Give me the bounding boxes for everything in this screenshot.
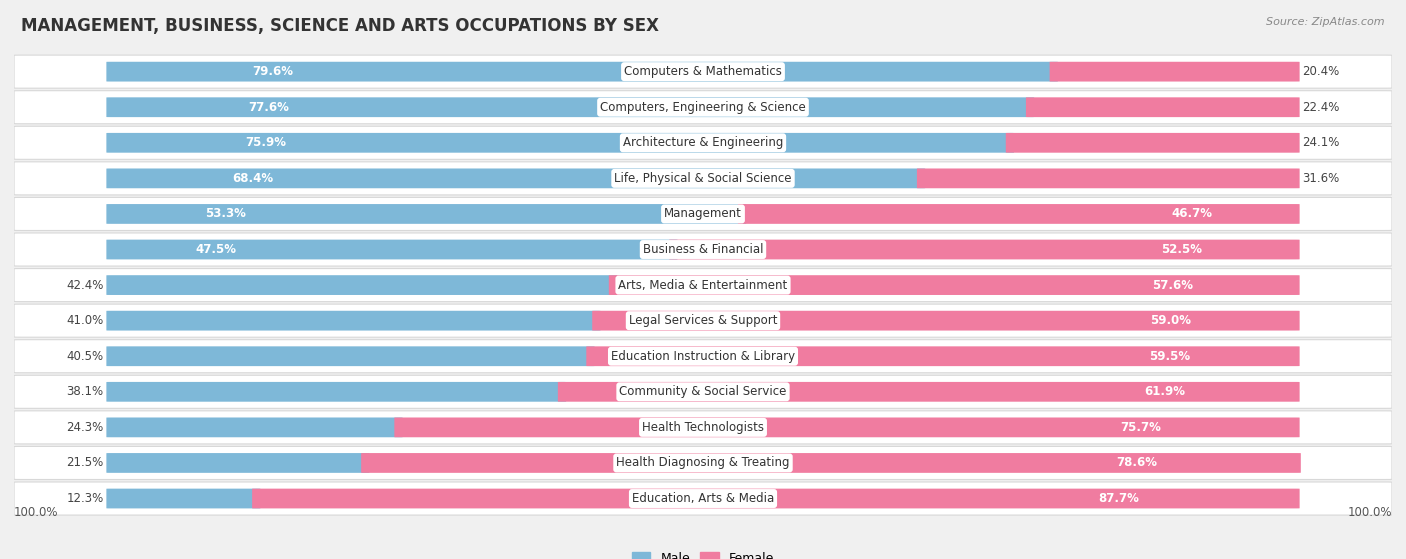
Text: 77.6%: 77.6% <box>249 101 290 113</box>
FancyBboxPatch shape <box>107 311 600 330</box>
Text: 42.4%: 42.4% <box>66 278 104 292</box>
Text: 87.7%: 87.7% <box>1098 492 1140 505</box>
Text: Health Technologists: Health Technologists <box>643 421 763 434</box>
FancyBboxPatch shape <box>14 126 1392 159</box>
Text: Education Instruction & Library: Education Instruction & Library <box>612 350 794 363</box>
Text: 78.6%: 78.6% <box>1116 457 1157 470</box>
FancyBboxPatch shape <box>107 97 1035 117</box>
Text: Business & Financial: Business & Financial <box>643 243 763 256</box>
Text: 75.7%: 75.7% <box>1121 421 1161 434</box>
FancyBboxPatch shape <box>107 275 617 295</box>
FancyBboxPatch shape <box>738 204 1299 224</box>
FancyBboxPatch shape <box>609 275 1299 295</box>
Text: Legal Services & Support: Legal Services & Support <box>628 314 778 327</box>
Text: Education, Arts & Media: Education, Arts & Media <box>631 492 775 505</box>
Text: 59.5%: 59.5% <box>1149 350 1189 363</box>
Text: Source: ZipAtlas.com: Source: ZipAtlas.com <box>1267 17 1385 27</box>
Text: 31.6%: 31.6% <box>1302 172 1340 185</box>
Text: 47.5%: 47.5% <box>195 243 236 256</box>
FancyBboxPatch shape <box>107 347 595 366</box>
Text: 22.4%: 22.4% <box>1302 101 1340 113</box>
Text: 100.0%: 100.0% <box>1347 506 1392 519</box>
Text: 53.3%: 53.3% <box>205 207 246 220</box>
FancyBboxPatch shape <box>252 489 1299 509</box>
Text: 24.3%: 24.3% <box>66 421 104 434</box>
FancyBboxPatch shape <box>1026 97 1299 117</box>
Text: Health Diagnosing & Treating: Health Diagnosing & Treating <box>616 457 790 470</box>
FancyBboxPatch shape <box>14 233 1392 266</box>
FancyBboxPatch shape <box>107 168 925 188</box>
Text: Architecture & Engineering: Architecture & Engineering <box>623 136 783 149</box>
FancyBboxPatch shape <box>14 304 1392 337</box>
Text: 75.9%: 75.9% <box>246 136 287 149</box>
FancyBboxPatch shape <box>14 91 1392 124</box>
Text: 57.6%: 57.6% <box>1152 278 1194 292</box>
Text: 40.5%: 40.5% <box>66 350 104 363</box>
FancyBboxPatch shape <box>1050 61 1299 82</box>
FancyBboxPatch shape <box>14 447 1392 480</box>
FancyBboxPatch shape <box>917 168 1299 188</box>
FancyBboxPatch shape <box>1005 133 1299 153</box>
FancyBboxPatch shape <box>14 411 1392 444</box>
FancyBboxPatch shape <box>14 482 1392 515</box>
FancyBboxPatch shape <box>14 197 1392 230</box>
FancyBboxPatch shape <box>669 240 1299 259</box>
Text: Management: Management <box>664 207 742 220</box>
FancyBboxPatch shape <box>394 418 1299 437</box>
Text: Arts, Media & Entertainment: Arts, Media & Entertainment <box>619 278 787 292</box>
Text: 24.1%: 24.1% <box>1302 136 1340 149</box>
Text: Computers & Mathematics: Computers & Mathematics <box>624 65 782 78</box>
Text: 41.0%: 41.0% <box>66 314 104 327</box>
Text: 59.0%: 59.0% <box>1150 314 1191 327</box>
Legend: Male, Female: Male, Female <box>627 547 779 559</box>
Text: 20.4%: 20.4% <box>1302 65 1340 78</box>
FancyBboxPatch shape <box>592 311 1299 330</box>
FancyBboxPatch shape <box>107 453 370 473</box>
FancyBboxPatch shape <box>14 162 1392 195</box>
FancyBboxPatch shape <box>107 489 260 509</box>
Text: Community & Social Service: Community & Social Service <box>619 385 787 399</box>
FancyBboxPatch shape <box>558 382 1299 402</box>
FancyBboxPatch shape <box>107 418 402 437</box>
Text: 61.9%: 61.9% <box>1144 385 1185 399</box>
FancyBboxPatch shape <box>14 268 1392 302</box>
Text: 79.6%: 79.6% <box>252 65 292 78</box>
Text: MANAGEMENT, BUSINESS, SCIENCE AND ARTS OCCUPATIONS BY SEX: MANAGEMENT, BUSINESS, SCIENCE AND ARTS O… <box>21 17 659 35</box>
Text: 21.5%: 21.5% <box>66 457 104 470</box>
FancyBboxPatch shape <box>14 55 1392 88</box>
Text: 100.0%: 100.0% <box>14 506 59 519</box>
Text: 68.4%: 68.4% <box>232 172 273 185</box>
FancyBboxPatch shape <box>107 133 1014 153</box>
FancyBboxPatch shape <box>107 204 747 224</box>
FancyBboxPatch shape <box>586 347 1299 366</box>
Text: 46.7%: 46.7% <box>1171 207 1212 220</box>
FancyBboxPatch shape <box>107 382 567 402</box>
FancyBboxPatch shape <box>14 375 1392 408</box>
Text: 38.1%: 38.1% <box>66 385 104 399</box>
FancyBboxPatch shape <box>107 61 1057 82</box>
FancyBboxPatch shape <box>14 340 1392 373</box>
Text: Computers, Engineering & Science: Computers, Engineering & Science <box>600 101 806 113</box>
Text: 52.5%: 52.5% <box>1161 243 1202 256</box>
Text: Life, Physical & Social Science: Life, Physical & Social Science <box>614 172 792 185</box>
FancyBboxPatch shape <box>107 240 678 259</box>
Text: 12.3%: 12.3% <box>66 492 104 505</box>
FancyBboxPatch shape <box>361 453 1301 473</box>
